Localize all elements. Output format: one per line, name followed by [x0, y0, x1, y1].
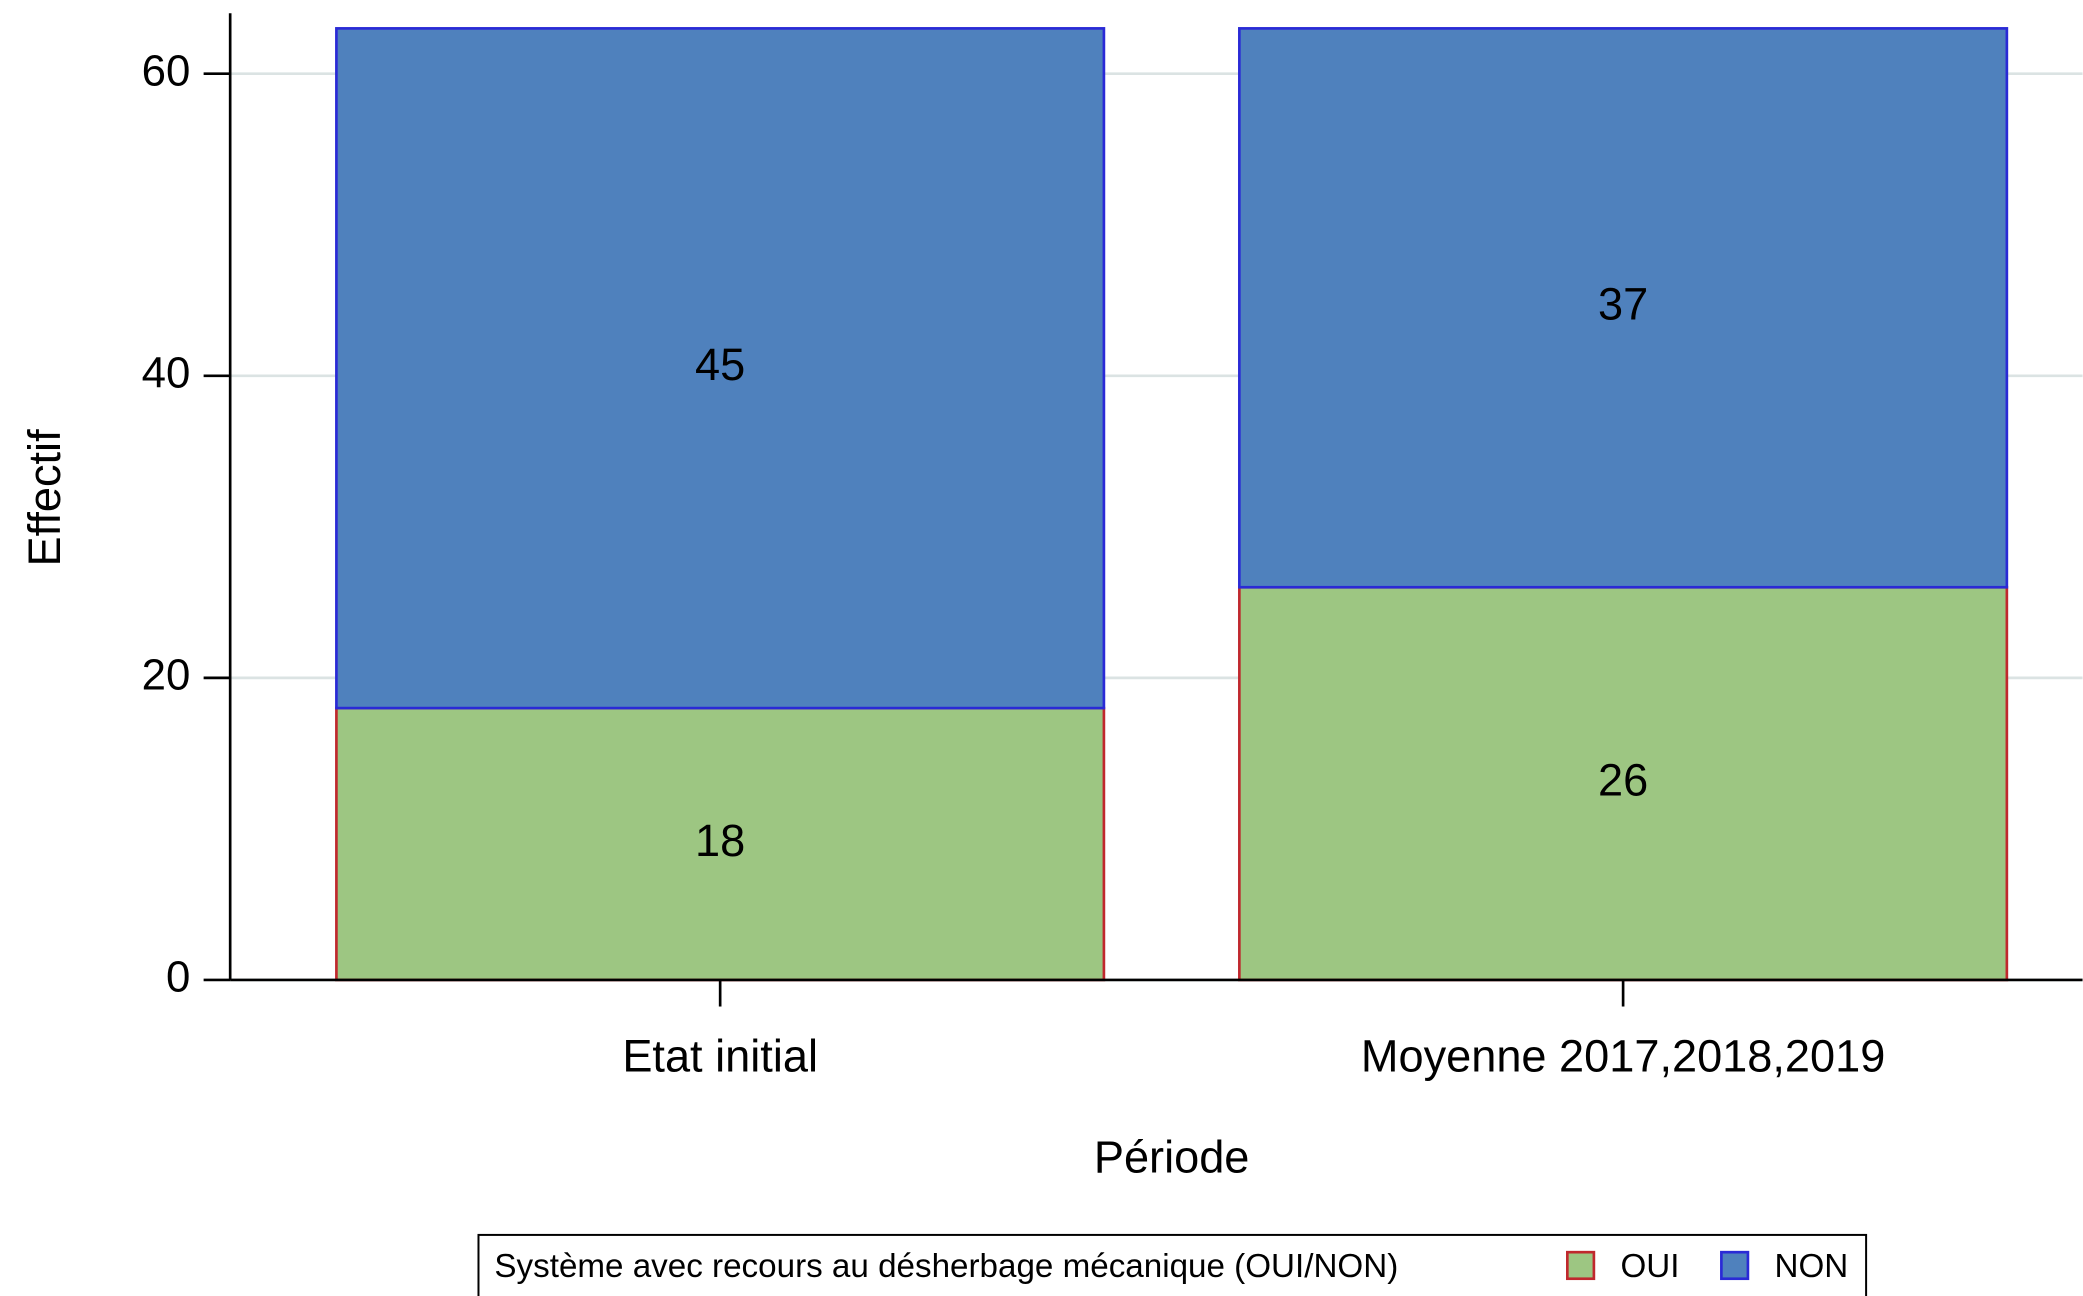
y-tick-label: 40	[142, 348, 191, 397]
bar-segment	[335, 706, 1106, 982]
data-label: 18	[695, 815, 745, 866]
x-axis-label: Période	[1094, 1131, 1250, 1182]
data-label: 37	[1598, 279, 1648, 330]
x-tick-label: Etat initial	[622, 1031, 818, 1082]
bar-segment	[335, 27, 1106, 710]
legend-label: OUI	[1620, 1248, 1679, 1285]
y-tick-label: 0	[166, 953, 190, 1002]
data-label: 45	[695, 339, 745, 390]
legend-label: NON	[1774, 1248, 1848, 1285]
bar-segment	[1238, 585, 2009, 982]
x-tick-label: Moyenne 2017,2018,2019	[1361, 1031, 1885, 1082]
y-tick-label: 60	[142, 46, 191, 95]
y-tick-label: 20	[142, 650, 191, 699]
data-label: 26	[1598, 755, 1648, 806]
legend-swatch	[1566, 1250, 1596, 1281]
bar-segment	[1238, 27, 2009, 589]
y-axis-label: Effectif	[19, 429, 70, 567]
legend-box	[477, 1233, 1868, 1296]
legend-title: Système avec recours au désherbage mécan…	[494, 1248, 1398, 1285]
legend-swatch	[1720, 1250, 1750, 1281]
